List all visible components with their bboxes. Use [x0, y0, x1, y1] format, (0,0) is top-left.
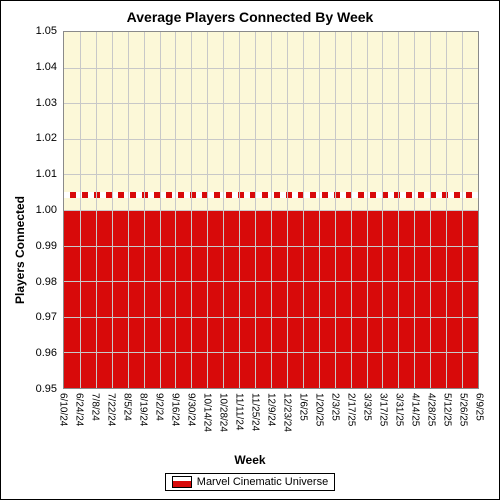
x-tick-label: 11/25/24 [250, 393, 261, 431]
legend-label: Marvel Cinematic Universe [197, 476, 328, 488]
x-tick-label: 1/6/25 [298, 393, 309, 421]
x-tick-label: 5/12/25 [442, 393, 453, 426]
x-tick-label: 3/3/25 [361, 393, 372, 421]
x-tick-label: 3/17/25 [378, 393, 389, 426]
x-tick-label: 7/22/24 [106, 393, 117, 426]
y-tick-label: 1.02 [36, 132, 57, 144]
x-tick-label: 12/9/24 [266, 393, 277, 426]
legend-container: Marvel Cinematic Universe [1, 473, 499, 493]
y-tick-label: 0.99 [36, 240, 57, 252]
x-tick-label: 6/10/24 [58, 393, 69, 426]
x-tick-label: 4/28/25 [426, 393, 437, 426]
y-tick-label: 1.04 [36, 61, 57, 73]
chart-container: Average Players Connected By Week Player… [0, 0, 500, 500]
chart-title: Average Players Connected By Week [1, 1, 499, 25]
x-tick-label: 11/11/24 [234, 393, 245, 430]
x-tick-label: 9/2/24 [154, 393, 165, 421]
y-tick-label: 1.03 [36, 97, 57, 109]
x-tick-label: 9/30/24 [186, 393, 197, 426]
x-tick-label: 9/16/24 [170, 393, 181, 426]
y-axis-label: Players Connected [13, 196, 27, 304]
y-tick-label: 1.01 [36, 168, 57, 180]
x-tick-label: 2/17/25 [345, 393, 356, 426]
x-tick-label: 10/28/24 [218, 393, 229, 432]
x-tick-label: 8/19/24 [138, 393, 149, 426]
x-tick-label: 4/14/25 [410, 393, 421, 426]
x-tick-label: 5/26/25 [458, 393, 469, 426]
x-tick-label: 6/9/25 [474, 393, 485, 421]
x-tick-label: 12/23/24 [282, 393, 293, 432]
y-tick-label: 0.97 [36, 311, 57, 323]
legend: Marvel Cinematic Universe [165, 473, 335, 491]
legend-swatch [172, 476, 192, 488]
x-tick-label: 7/8/24 [90, 393, 101, 421]
chart-area: 0.950.960.970.980.991.001.011.021.031.04… [63, 31, 479, 389]
x-tick-label: 8/5/24 [122, 393, 133, 421]
x-tick-label: 2/3/25 [330, 393, 341, 421]
y-tick-label: 0.98 [36, 276, 57, 288]
x-tick-label: 1/20/25 [314, 393, 325, 426]
x-tick-label: 3/31/25 [394, 393, 405, 426]
x-axis-label: Week [1, 453, 499, 467]
y-tick-label: 0.96 [36, 347, 57, 359]
y-tick-label: 0.95 [36, 383, 57, 395]
y-tick-label: 1.05 [36, 25, 57, 37]
plot-area [63, 31, 479, 389]
x-tick-label: 10/14/24 [201, 393, 212, 432]
x-tick-label: 6/24/24 [74, 393, 85, 426]
y-tick-label: 1.00 [36, 204, 57, 216]
